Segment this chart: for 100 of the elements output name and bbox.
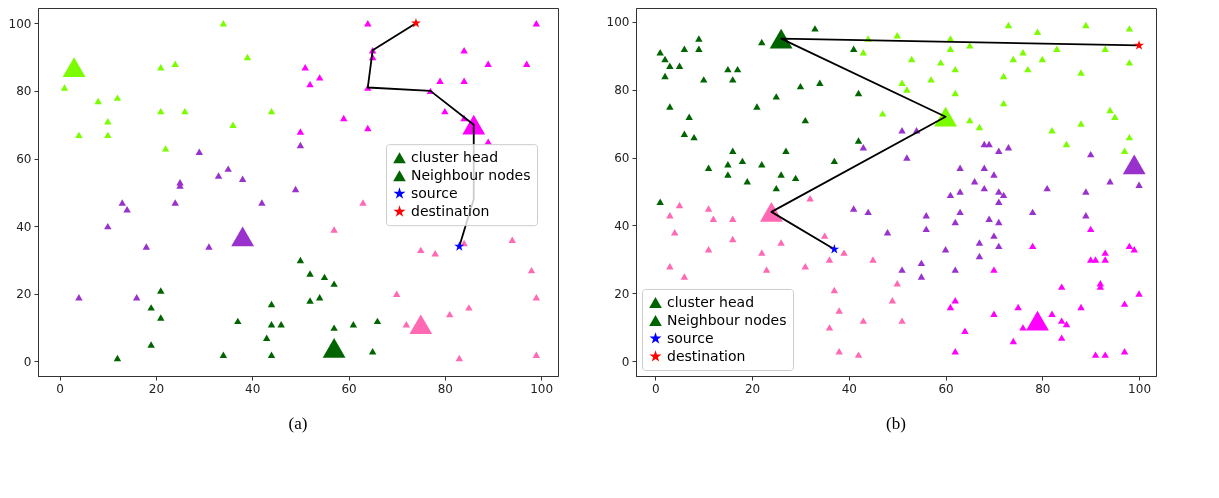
point bbox=[680, 273, 689, 280]
point bbox=[368, 348, 377, 355]
point bbox=[898, 317, 906, 324]
point bbox=[1028, 208, 1037, 216]
legend-label: source bbox=[667, 329, 714, 346]
point bbox=[1043, 184, 1051, 192]
point bbox=[1004, 21, 1013, 29]
y-tick-label: 40 bbox=[16, 219, 32, 234]
point bbox=[94, 97, 102, 105]
point bbox=[1038, 55, 1047, 63]
point bbox=[961, 327, 969, 335]
point bbox=[695, 45, 703, 52]
legend-label: cluster head bbox=[667, 293, 755, 310]
y-tick-label: 0 bbox=[23, 354, 32, 369]
point bbox=[661, 72, 669, 80]
point bbox=[854, 137, 863, 144]
point bbox=[758, 161, 766, 168]
point bbox=[527, 266, 536, 274]
point bbox=[956, 188, 964, 195]
point bbox=[700, 76, 708, 83]
point bbox=[1019, 324, 1027, 331]
point bbox=[1135, 290, 1143, 297]
point bbox=[772, 184, 780, 192]
point bbox=[675, 62, 684, 69]
point bbox=[990, 171, 998, 178]
point bbox=[729, 147, 737, 154]
point bbox=[724, 161, 732, 168]
point bbox=[975, 239, 984, 246]
y-tick-label: 60 bbox=[16, 152, 32, 167]
point bbox=[315, 74, 324, 81]
point bbox=[859, 48, 868, 56]
point bbox=[878, 110, 887, 117]
point bbox=[263, 334, 271, 341]
point bbox=[373, 317, 382, 325]
x-tick-label: 60 bbox=[938, 381, 954, 396]
point bbox=[999, 72, 1008, 80]
point bbox=[830, 286, 839, 294]
y-tick-label: 20 bbox=[16, 287, 32, 302]
point bbox=[291, 185, 300, 193]
point bbox=[1091, 256, 1100, 263]
point bbox=[1091, 351, 1100, 358]
point bbox=[296, 141, 305, 149]
point bbox=[104, 131, 112, 139]
x-tick-label: 100 bbox=[1128, 381, 1152, 396]
point bbox=[205, 243, 213, 250]
point bbox=[946, 45, 955, 52]
point bbox=[455, 354, 463, 362]
y-tick-label: 100 bbox=[606, 15, 630, 30]
point bbox=[1048, 310, 1056, 318]
point bbox=[898, 127, 906, 134]
point bbox=[1009, 337, 1018, 345]
point bbox=[219, 351, 228, 358]
point bbox=[1134, 40, 1145, 50]
point bbox=[985, 140, 993, 148]
y-tick-label: 60 bbox=[614, 151, 630, 166]
point bbox=[999, 99, 1008, 107]
point bbox=[1004, 144, 1013, 151]
point bbox=[729, 76, 737, 83]
point bbox=[320, 273, 329, 281]
point bbox=[937, 59, 945, 66]
point bbox=[195, 148, 203, 155]
point bbox=[113, 94, 122, 101]
point bbox=[980, 164, 988, 171]
point bbox=[104, 118, 112, 125]
point bbox=[133, 293, 141, 301]
point bbox=[903, 86, 911, 93]
point bbox=[1077, 303, 1085, 311]
point bbox=[118, 199, 126, 206]
y-tick-label: 20 bbox=[614, 286, 630, 301]
point bbox=[704, 205, 713, 212]
point bbox=[171, 60, 179, 68]
point bbox=[1101, 256, 1109, 263]
point bbox=[675, 201, 684, 209]
point bbox=[1086, 150, 1095, 158]
point bbox=[224, 165, 232, 172]
point bbox=[523, 60, 531, 68]
point bbox=[1125, 242, 1134, 250]
point bbox=[849, 205, 858, 212]
point bbox=[898, 266, 906, 273]
point bbox=[666, 62, 674, 69]
legend-label: Neighbour nodes bbox=[667, 311, 787, 328]
point bbox=[532, 351, 541, 358]
point bbox=[680, 45, 689, 52]
point bbox=[951, 89, 959, 97]
point bbox=[1062, 140, 1071, 148]
y-tick-label: 100 bbox=[8, 16, 32, 31]
point bbox=[1082, 21, 1090, 29]
point bbox=[258, 199, 266, 206]
point bbox=[1101, 351, 1109, 358]
point bbox=[315, 293, 324, 301]
point bbox=[484, 60, 492, 68]
point bbox=[1135, 181, 1143, 188]
point bbox=[985, 215, 993, 222]
point bbox=[1086, 225, 1095, 233]
y-tick-label: 80 bbox=[614, 83, 630, 98]
point bbox=[903, 154, 911, 161]
point bbox=[995, 242, 1003, 250]
point bbox=[1120, 300, 1129, 307]
point bbox=[922, 225, 930, 233]
x-tick-label: 60 bbox=[341, 381, 357, 396]
